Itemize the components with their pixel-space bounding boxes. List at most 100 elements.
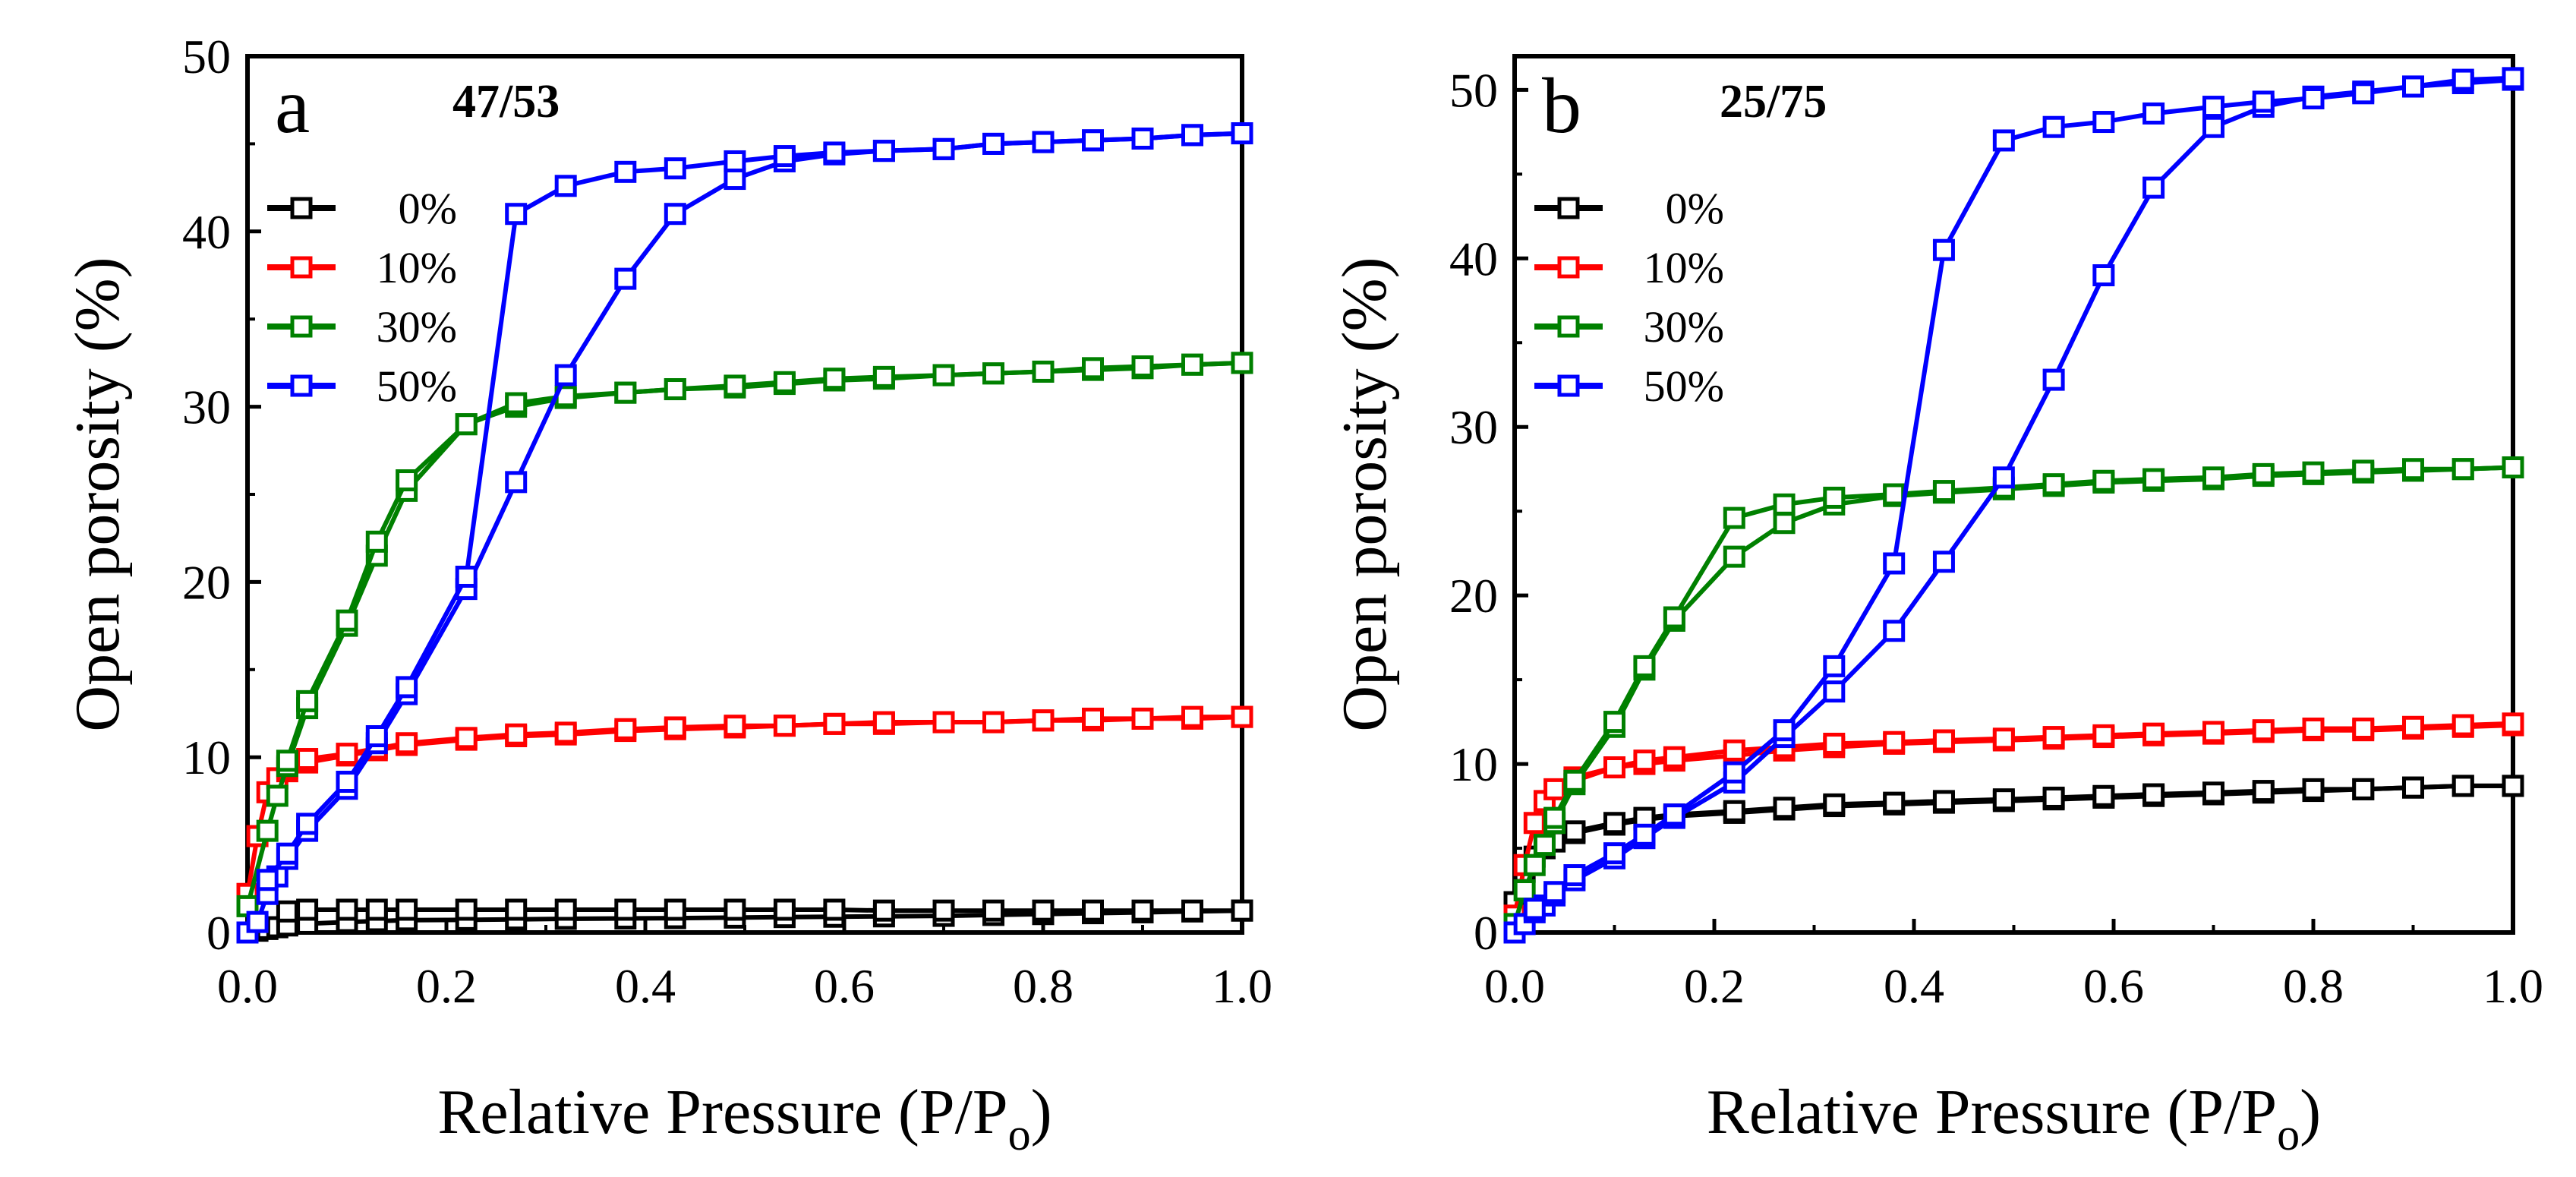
panel-a-desorption-point: [664, 157, 686, 180]
panel-b-adsorption-point: [1723, 545, 1745, 568]
panel-a-desorption-point: [296, 813, 319, 835]
panel-a-desorption-point: [1181, 124, 1203, 147]
panel-a-desorption-point: [365, 530, 388, 553]
panel-b-desorption-point: [2302, 461, 2325, 484]
panel-b-desorption-point: [1723, 506, 1745, 529]
panel-a-legend-item: 30%: [267, 302, 457, 352]
panel-b-desorption-point: [1773, 493, 1796, 516]
panel-a-desorption-point: [455, 898, 478, 921]
panel-a-desorption-point: [276, 900, 298, 923]
panel-b-desorption-point: [2092, 469, 2115, 492]
panel-b-adsorption-point: [1533, 834, 1556, 857]
panel-a-desorption-point: [505, 723, 528, 746]
panel-b-legend-label: 0%: [1666, 184, 1724, 233]
panel-a-desorption-point: [396, 676, 418, 699]
panel-a-xtick-label: 0.6: [814, 959, 875, 1013]
panel-b-series-10pct: [1503, 712, 2524, 927]
panel-a-ytick-label: 40: [182, 205, 231, 259]
panel-a-desorption-point: [505, 898, 528, 921]
panel-a-legend-label: 50%: [377, 361, 457, 411]
panel-a-ytick-label: 50: [182, 30, 231, 84]
panel-a-desorption-point: [614, 898, 637, 921]
panel-a-letter: a: [275, 62, 310, 150]
panel-b-desorption-point: [1663, 803, 1685, 826]
panel-a-xtick-label: 0.8: [1013, 959, 1074, 1013]
panel-b-desorption-point: [1823, 732, 1846, 755]
panel-b-xtick-label: 0.0: [1484, 959, 1545, 1013]
panel-b-desorption-point: [2202, 466, 2224, 489]
panel-b-ytick-label: 30: [1449, 400, 1498, 454]
panel-a-ytick-label: 0: [207, 906, 231, 960]
panel-b-desorption-point: [2502, 775, 2524, 797]
panel-b-desorption-point: [1633, 823, 1656, 846]
panel-b-desorption-point: [2142, 722, 2165, 745]
panel-b-legend-marker: [1557, 256, 1580, 279]
panel-a-desorption-point: [872, 711, 895, 734]
panel-a-desorption-point: [872, 140, 895, 163]
panel-b-adsorption-point: [2092, 264, 2115, 286]
panel-a-adsorption-point: [614, 267, 637, 290]
panel-b-adsorption-point: [1523, 812, 1546, 835]
panel-a-desorption-point: [554, 898, 577, 921]
panel-a-series-0pct: [236, 898, 1253, 944]
panel-a-desorption-point: [296, 898, 319, 921]
panel-b-desorption-point: [1603, 711, 1625, 734]
panel-a-adsorption-line: [245, 360, 1243, 907]
panel-b-desorption-point: [2042, 786, 2065, 809]
panel-a-desorption-point: [823, 141, 846, 164]
panel-b-desorption-point: [2302, 778, 2325, 800]
panel-b-desorption-point: [2042, 473, 2065, 496]
panel-b-series-50pct: [1503, 67, 2524, 944]
panel-b-adsorption-point: [1543, 778, 1566, 800]
panel-b-desorption-point: [1932, 790, 1955, 813]
panel-b-legend-marker: [1557, 197, 1580, 219]
panel-a-desorption-point: [455, 727, 478, 749]
panel-a-desorption-point: [336, 898, 358, 921]
panel-a-desorption-point: [823, 368, 846, 390]
panel-b-legend-item: 30%: [1534, 302, 1724, 352]
panel-a-desorption-point: [823, 712, 846, 735]
panel-a-desorption-point: [982, 132, 1004, 155]
panel-b-desorption-point: [2451, 458, 2474, 481]
panel-b-legend-marker: [1557, 315, 1580, 338]
panel-b-desorption-point: [1723, 739, 1745, 762]
panel-a-ytick-label: 20: [182, 555, 231, 609]
panel-a-desorption-point: [296, 748, 319, 771]
panel-a-desorption-point: [455, 413, 478, 436]
panel-a-adsorption-point: [505, 471, 528, 494]
panel-a-desorption-point: [614, 160, 637, 183]
panel-a-desorption-point: [932, 711, 955, 734]
panel-b-legend-item: 0%: [1534, 184, 1724, 233]
panel-b-desorption-point: [2502, 712, 2524, 735]
panel-b-desorption-point: [2352, 459, 2375, 482]
panel-a-desorption-point: [1032, 131, 1055, 153]
panel-b-desorption-point: [2352, 717, 2375, 740]
panel-a-desorption-line: [285, 360, 1243, 762]
panel-a-legend-marker: [290, 374, 313, 397]
panel-a-desorption-point: [724, 374, 746, 397]
panel-a-desorption-point: [365, 725, 388, 748]
panel-a-desorption-point: [1131, 899, 1154, 922]
panel-a-desorption-point: [396, 898, 418, 921]
panel-b-desorption-point: [1603, 842, 1625, 865]
panel-a-desorption-point: [365, 898, 388, 921]
panel-a-desorption-point: [614, 718, 637, 740]
panel-b-desorption-point: [1932, 480, 1955, 503]
panel-b-desorption-point: [1823, 655, 1846, 677]
panel-a-desorption-point: [1131, 707, 1154, 730]
panel-b-desorption-point: [2451, 68, 2474, 91]
panel-b-legend-label: 50%: [1644, 361, 1724, 411]
panel-a-legend-item: 0%: [267, 184, 457, 233]
panel-b-desorption-point: [1883, 730, 1906, 753]
panel-a-desorption-point: [1082, 129, 1104, 152]
panel-b-desorption-point: [2252, 719, 2275, 742]
panel-b-ytick-label: 0: [1474, 906, 1498, 960]
panel-b-desorption-point: [2451, 775, 2474, 797]
panel-b-ytick-label: 20: [1449, 569, 1498, 623]
panel-a-ytick-label: 10: [182, 730, 231, 784]
panel-b: 0.0 0.2 0.4 0.6 0.8 1.0 0 10 20 30 40 50 Relative Pr…: [1329, 54, 2543, 1160]
panel-a-xtick-label: 1.0: [1212, 959, 1272, 1013]
panel-a-desorption-point: [664, 378, 686, 401]
panel-a-adsorption-point: [246, 910, 269, 933]
